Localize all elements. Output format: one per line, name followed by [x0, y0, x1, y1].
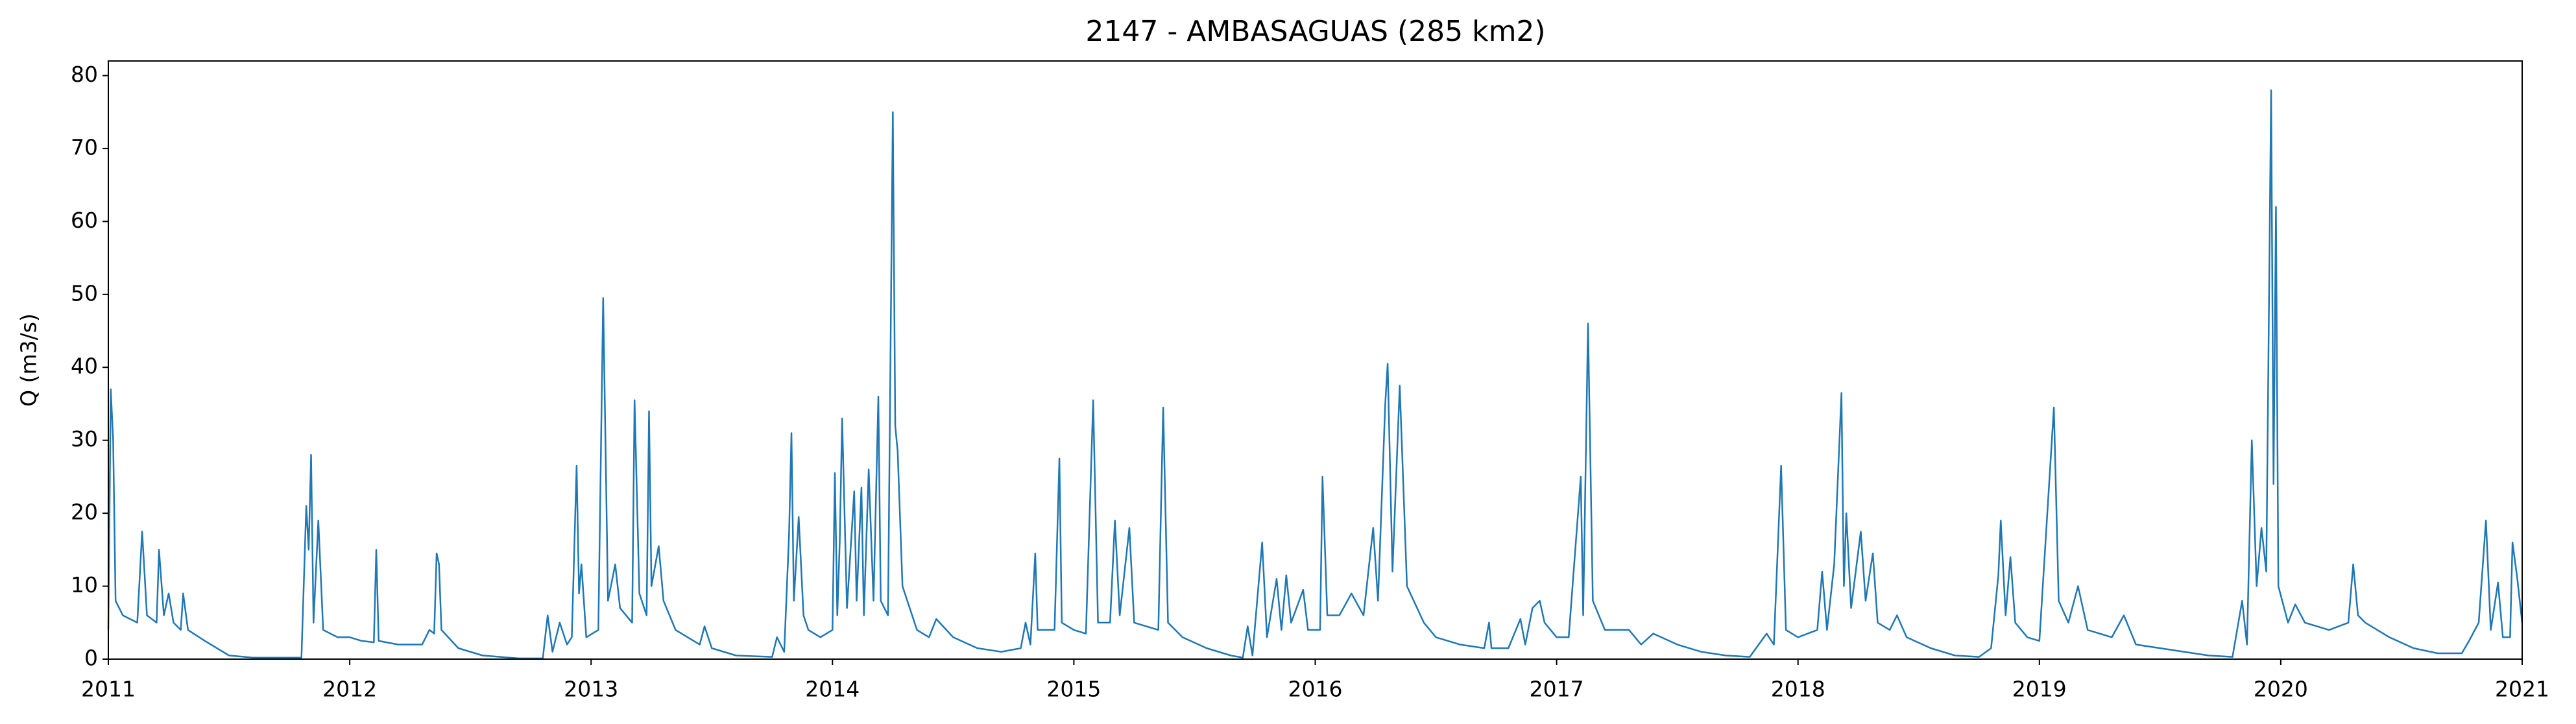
data-line	[107, 89, 2523, 660]
y-tick-label: 40	[71, 354, 98, 379]
x-tick-label: 2013	[564, 677, 618, 702]
x-tick-label: 2018	[1771, 677, 1825, 702]
y-tick-label: 30	[71, 426, 98, 452]
y-tick-label: 10	[71, 572, 98, 597]
y-tick-label: 20	[71, 500, 98, 525]
y-tick-label: 80	[71, 62, 98, 87]
x-tick-label: 2017	[1530, 677, 1584, 702]
plot-frame	[108, 60, 2523, 660]
x-tick-label: 2021	[2495, 677, 2549, 702]
y-axis-label: Q (m3/s)	[16, 313, 42, 407]
x-tick-label: 2014	[805, 677, 860, 702]
x-tick-label: 2011	[81, 677, 136, 702]
x-tick-label: 2012	[322, 677, 377, 702]
x-tick-label: 2016	[1288, 677, 1343, 702]
y-tick-label: 0	[84, 646, 98, 671]
x-tick-label: 2019	[2012, 677, 2067, 702]
y-tick-label: 60	[71, 208, 98, 233]
x-tick-label: 2020	[2254, 677, 2308, 702]
y-tick-label: 50	[71, 280, 98, 306]
x-tick-label: 2015	[1046, 677, 1101, 702]
chart-title: 2147 - AMBASAGUAS (285 km2)	[1085, 15, 1545, 48]
y-tick-label: 70	[71, 134, 98, 160]
